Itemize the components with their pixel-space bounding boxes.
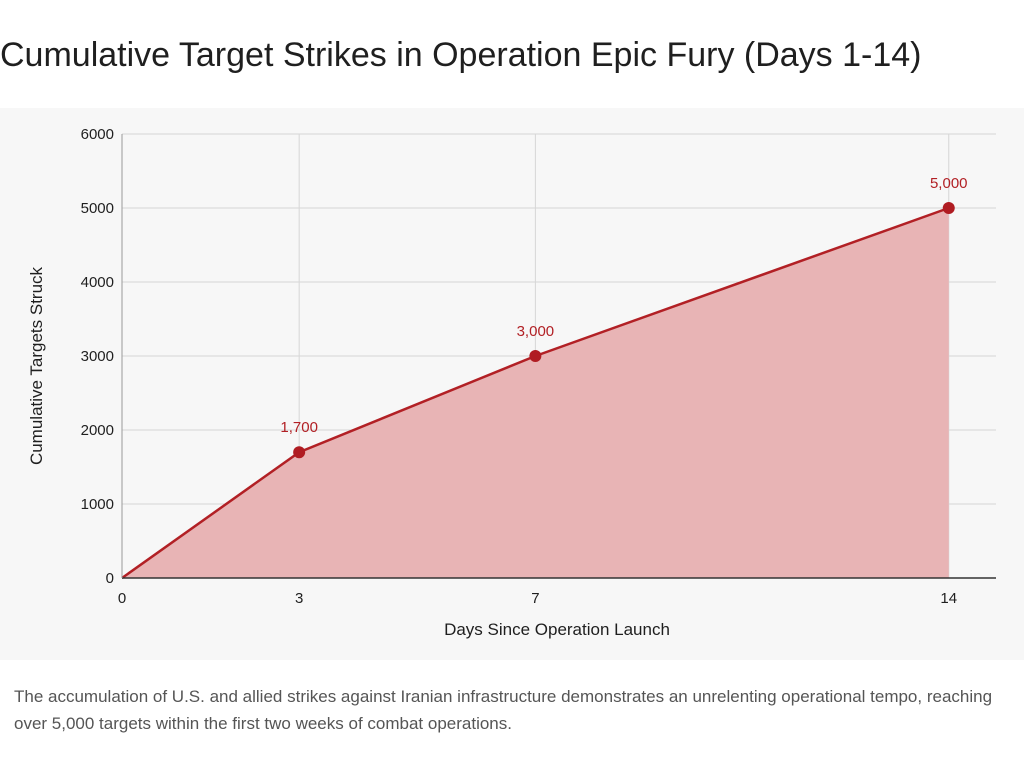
- tick-labels: 0 1000 2000 3000 4000 5000 6000 0 3 7 14: [81, 126, 957, 607]
- data-point: [529, 350, 542, 362]
- data-label: 5,000: [930, 175, 968, 192]
- data-point: [293, 446, 306, 459]
- data-label: 1,700: [280, 419, 318, 436]
- area-fill: [122, 208, 949, 578]
- chart-title: Cumulative Target Strikes in Operation E…: [0, 36, 922, 74]
- y-tick-label: 3000: [81, 348, 114, 365]
- x-tick-label: 0: [118, 590, 126, 607]
- series-line: [121, 206, 950, 580]
- x-tick-label: 7: [531, 590, 539, 607]
- x-axis-title: Days Since Operation Launch: [444, 620, 670, 639]
- y-tick-label: 6000: [81, 126, 114, 143]
- y-tick-label: 4000: [81, 274, 114, 291]
- y-axis-title: Cumulative Targets Struck: [27, 266, 46, 465]
- data-label: 3,000: [517, 323, 555, 340]
- data-points: [293, 202, 955, 459]
- y-tick-label: 2000: [81, 422, 114, 439]
- y-tick-label: 1000: [81, 496, 114, 513]
- chart-panel: 1,700 3,000 5,000 0 1000 2000 3000 4000 5000 600…: [0, 108, 1024, 660]
- y-tick-label: 0: [106, 570, 114, 587]
- x-tick-label: 3: [295, 590, 303, 607]
- y-tick-label: 5000: [81, 200, 114, 217]
- data-labels: 1,700 3,000 5,000: [280, 175, 967, 436]
- data-point: [942, 202, 955, 214]
- axes: [121, 134, 996, 579]
- x-tick-label: 14: [940, 590, 957, 607]
- chart-caption: The accumulation of U.S. and allied stri…: [14, 687, 993, 733]
- area-chart: 1,700 3,000 5,000 0 1000 2000 3000 4000 5000 600…: [27, 126, 996, 639]
